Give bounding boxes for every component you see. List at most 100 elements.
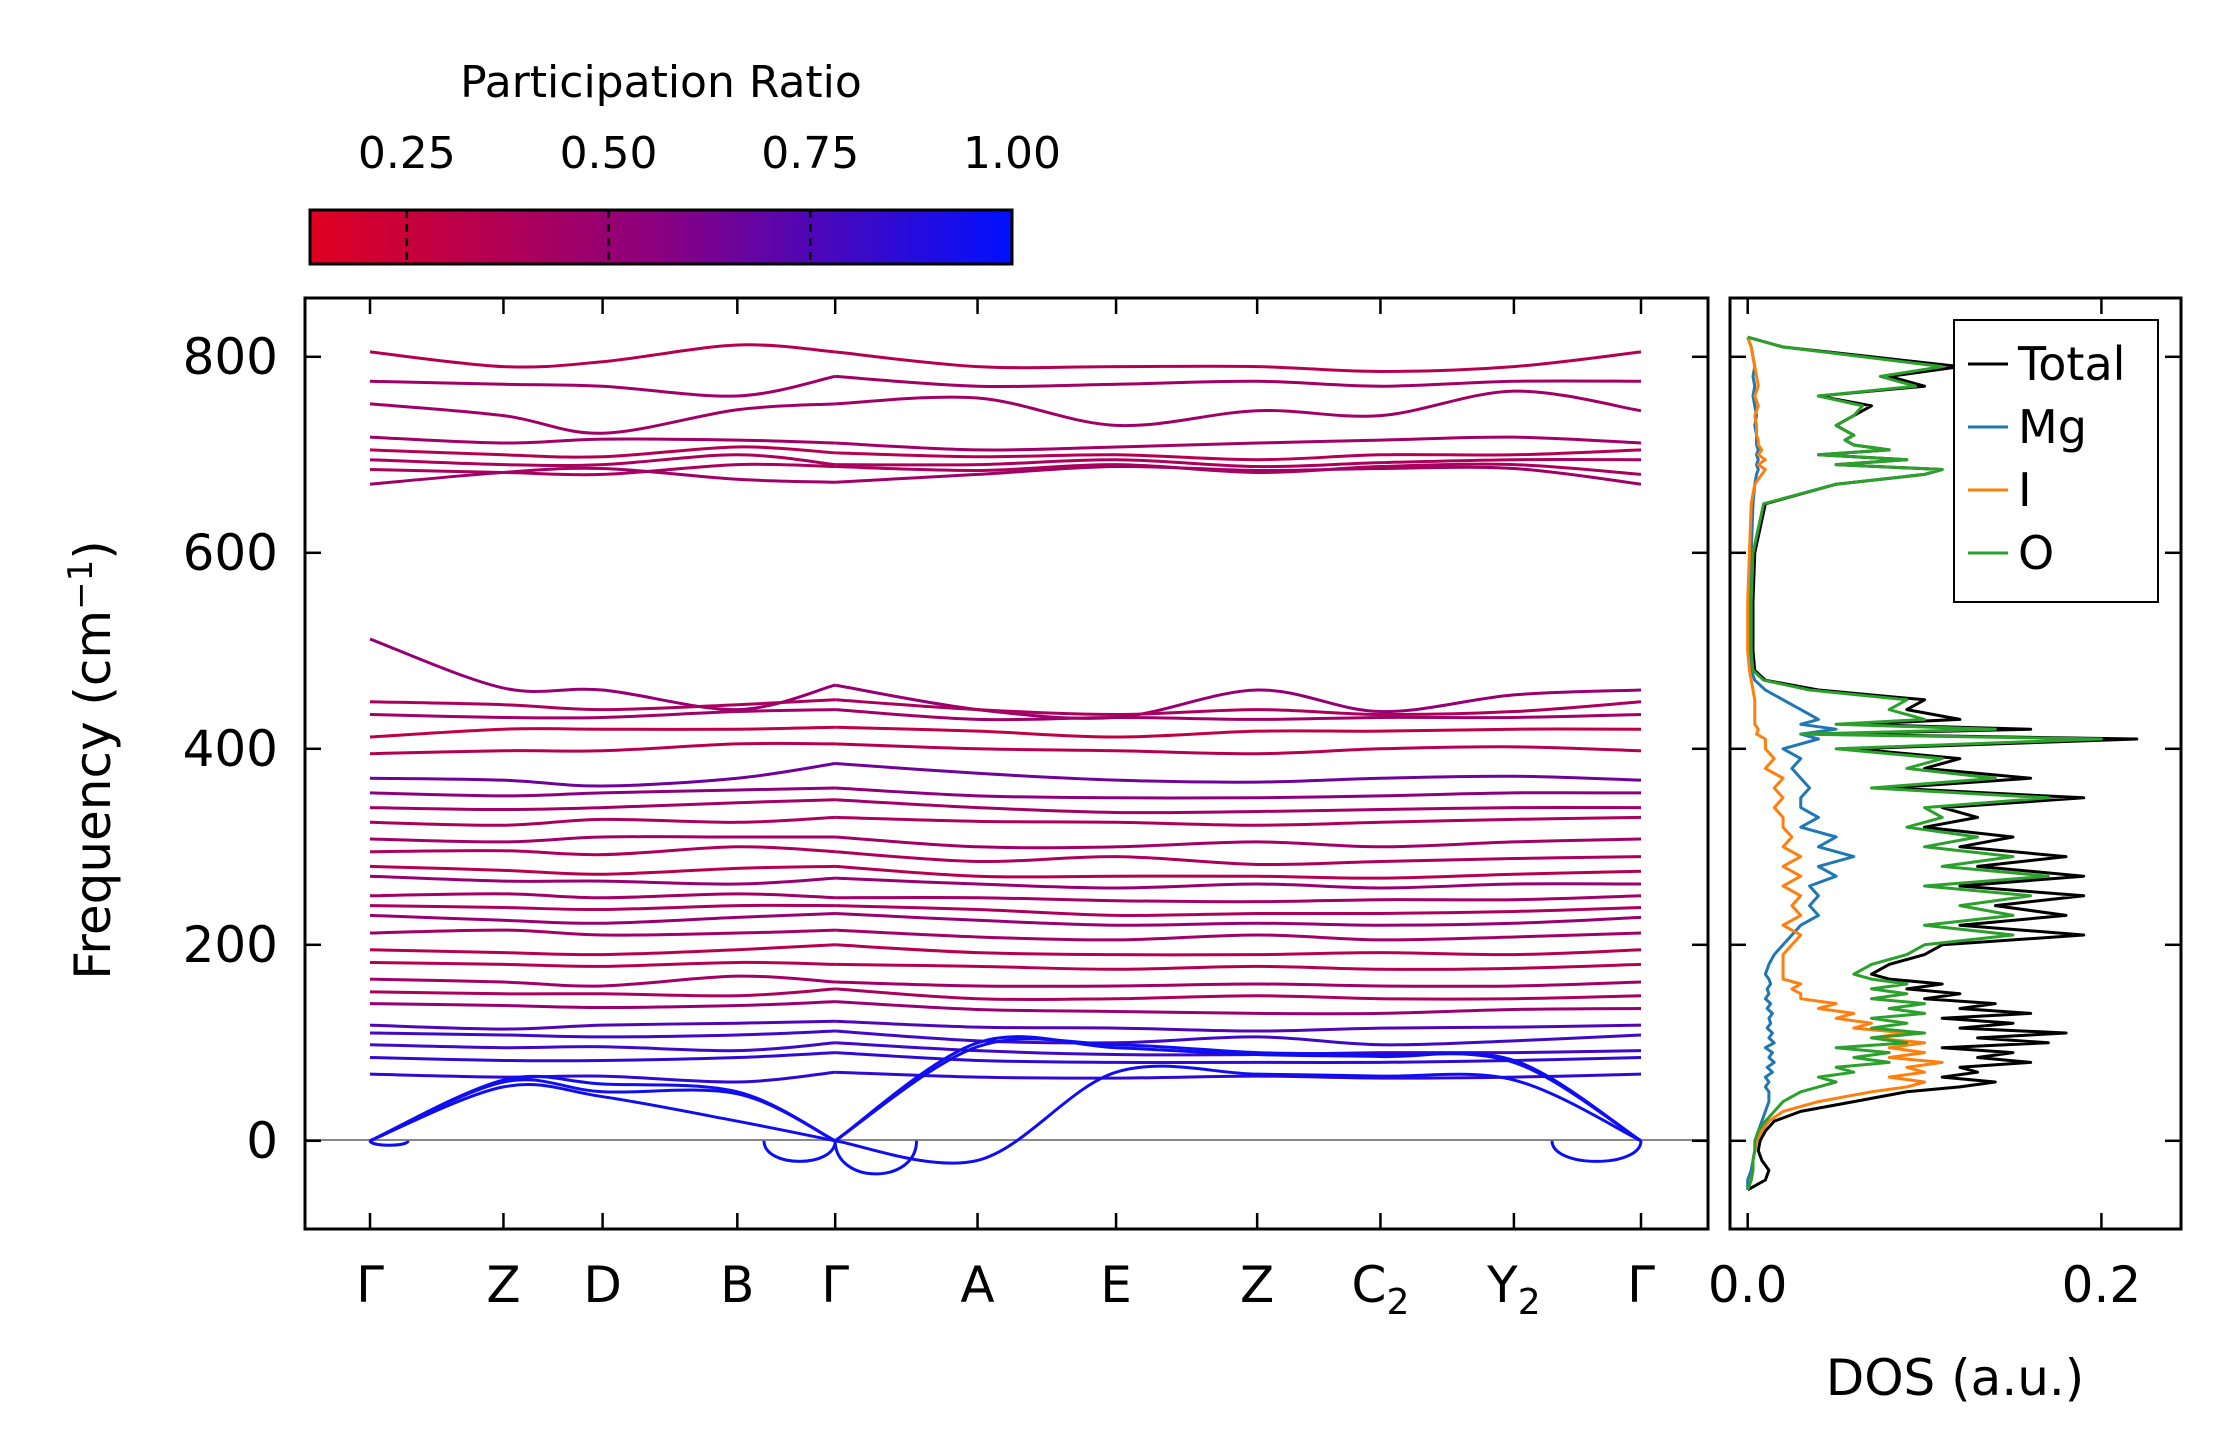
band-line: [369, 1029, 836, 1039]
band-line: [369, 453, 836, 468]
band-line: [835, 835, 1642, 850]
y-tick-label: 400: [183, 720, 278, 778]
band-line: [369, 815, 836, 827]
band-line: [835, 798, 1642, 815]
band-line: [835, 448, 1642, 462]
k-point-label: A: [960, 1256, 994, 1314]
colorbar-ticks: 0.25 0.50 0.75 1.00: [358, 128, 1061, 264]
band-frame: [303, 296, 1710, 1231]
band-line: [835, 911, 1642, 927]
k-point-label: Y2: [1486, 1256, 1540, 1323]
band-line: [834, 1035, 1642, 1143]
k-point-label: E: [1100, 1256, 1132, 1314]
band-line: [369, 435, 836, 445]
dos-line-mg: [1746, 336, 1856, 1190]
band-line: [835, 1019, 1642, 1033]
legend-label: I: [2018, 463, 2032, 517]
legend: Total Mg IO: [1953, 319, 2159, 603]
band-line: [369, 343, 836, 369]
y-axis-title-end: ): [64, 540, 122, 560]
dos-x-tick-label: 0.2: [2062, 1256, 2142, 1314]
band-line: [369, 741, 836, 756]
y-tick-label: 600: [183, 524, 278, 582]
colorbar-tick-label: 0.50: [560, 128, 658, 179]
band-line: [369, 987, 836, 998]
band-line: [369, 1000, 836, 1010]
band-line: [834, 683, 1642, 720]
y-tick-label: 200: [183, 916, 278, 974]
band-lines: [368, 343, 1643, 1176]
band-line: [835, 457, 1642, 469]
band-line: [369, 960, 836, 968]
band-line: [835, 762, 1642, 784]
band-line: [369, 637, 836, 712]
band-line: [835, 462, 1642, 476]
band-line: [834, 1037, 1642, 1143]
band-line: [369, 698, 836, 712]
band-line: [369, 725, 836, 739]
band-line: [369, 874, 836, 886]
band-line: [835, 850, 1642, 867]
band-line: [369, 1041, 836, 1053]
band-line: [835, 1000, 1642, 1016]
dos-x-axis-title: DOS (a.u.): [1826, 1349, 2085, 1407]
k-point-label: B: [720, 1256, 754, 1314]
legend-label: Total: [2017, 337, 2125, 391]
band-line: [369, 402, 836, 435]
k-point-label: C2: [1352, 1256, 1410, 1323]
k-point-label: D: [583, 1256, 622, 1314]
dos-panel: 0.0 0.2 DOS (a.u.) Total Mg IO: [1708, 296, 2183, 1407]
k-point-label: Γ: [1627, 1256, 1655, 1314]
y-axis-title-main: Frequency (cm: [64, 610, 122, 980]
band-line: [369, 462, 836, 477]
band-line: [835, 943, 1642, 957]
band-line: [835, 350, 1642, 374]
colorbar-tick-label: 1.00: [963, 128, 1061, 179]
band-y-ticks: 0 200 400 600 800: [183, 328, 1708, 1170]
band-line: [369, 835, 836, 844]
legend-items: Total Mg IO: [1968, 337, 2125, 580]
band-line: [835, 864, 1642, 880]
band-line: [835, 464, 1642, 486]
band-line: [369, 892, 836, 900]
dos-line-o: [1746, 335, 2103, 1191]
band-panel: 0 200 400 600 800 Γ Z D B Γ A E Z C2 Y2 Γ Frequency (c…: [61, 296, 1710, 1323]
band-line: [835, 904, 1642, 918]
band-line: [835, 435, 1642, 452]
band-line: [835, 987, 1642, 1002]
dos-x-tick-label: 0.0: [1708, 1256, 1788, 1314]
band-line: [369, 1051, 836, 1063]
band-line: [369, 798, 836, 812]
band-imaginary-loop: [368, 1139, 410, 1147]
y-axis-title-sup: −1: [61, 560, 101, 610]
dos-frame: [1728, 296, 2183, 1231]
dos-line-i: [1746, 336, 1944, 1191]
band-line: [835, 698, 1642, 717]
band-imaginary-loop: [833, 1140, 919, 1176]
band-line: [835, 1029, 1642, 1047]
y-tick-label: 0: [246, 1112, 278, 1170]
band-line: [369, 374, 836, 398]
band-line: [835, 1070, 1642, 1080]
band-imaginary-loop: [1550, 1140, 1643, 1163]
band-line: [369, 928, 836, 937]
band-line: [835, 962, 1642, 971]
band-line: [835, 876, 1642, 890]
band-line: [369, 1019, 836, 1031]
band-line: [369, 445, 836, 459]
band-line: [835, 786, 1642, 800]
band-line: [369, 708, 836, 720]
band-line: [835, 708, 1642, 722]
band-line: [835, 928, 1642, 942]
dos-ticks: 0.0 0.2: [1708, 298, 2181, 1314]
band-line: [835, 374, 1642, 389]
band-line: [835, 980, 1642, 988]
legend-box: [1953, 319, 2159, 603]
y-axis-title: Frequency (cm−1): [61, 540, 122, 980]
band-line: [369, 911, 836, 925]
colorbar-tick-label: 0.25: [358, 128, 456, 179]
band-line: [369, 1078, 836, 1143]
k-point-label: Z: [486, 1256, 520, 1314]
band-line: [369, 974, 836, 988]
